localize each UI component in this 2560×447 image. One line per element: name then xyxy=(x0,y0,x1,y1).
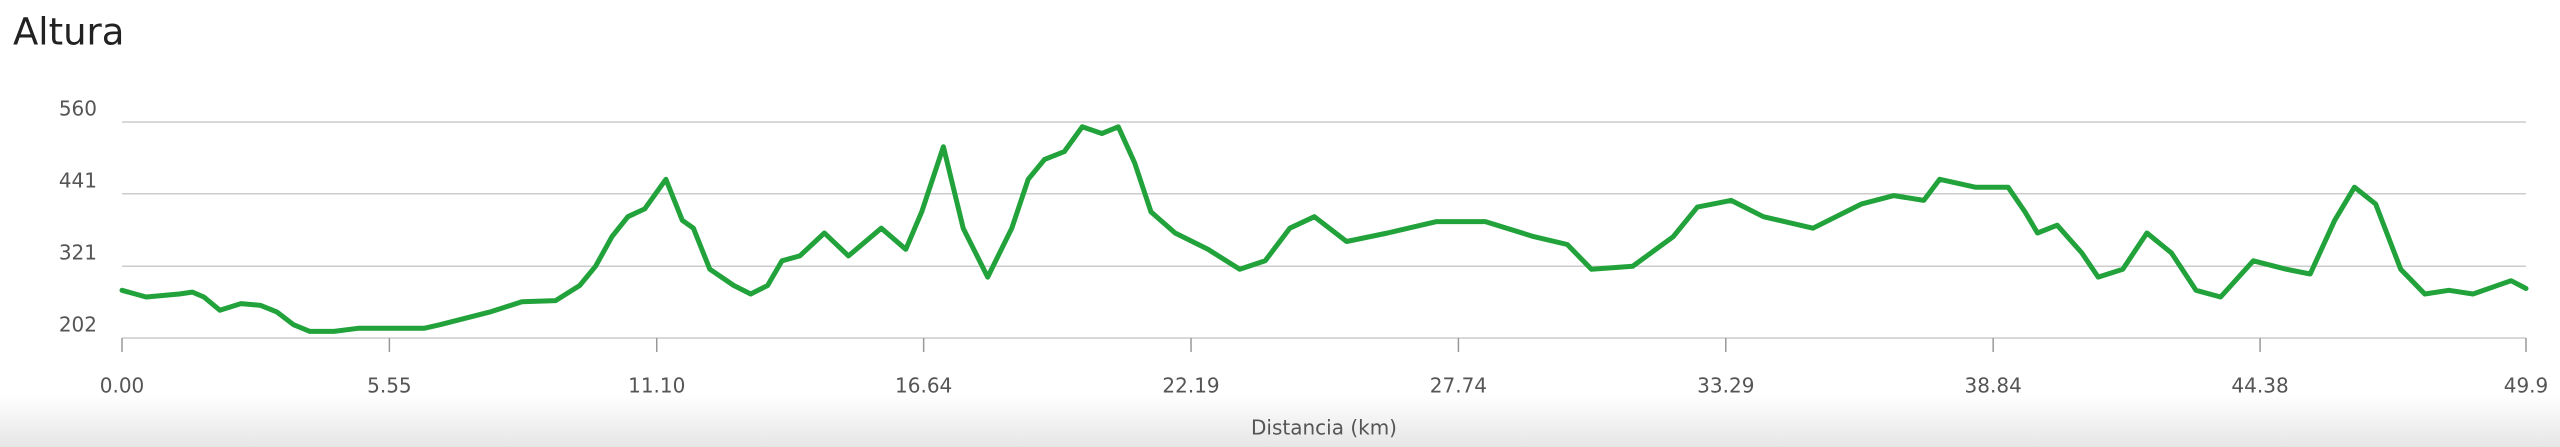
x-tick-label: 5.55 xyxy=(367,374,412,398)
y-tick-label: 202 xyxy=(59,313,97,337)
footer-shade xyxy=(0,395,2560,447)
y-tick-label: 321 xyxy=(59,241,97,265)
chart-title: Altura xyxy=(13,11,124,54)
elevation-line xyxy=(119,124,2529,334)
x-tick-label: 16.64 xyxy=(895,374,952,398)
x-tick-label: 33.29 xyxy=(1697,374,1754,398)
x-axis-label: Distancia (km) xyxy=(1251,416,1397,440)
x-tick-label: 0.00 xyxy=(100,374,145,398)
x-tick-label: 11.10 xyxy=(628,374,685,398)
y-tick-label: 560 xyxy=(59,97,97,121)
y-tick-label: 441 xyxy=(59,168,97,192)
x-tick-label: 44.38 xyxy=(2231,374,2288,398)
x-tick-label: 22.19 xyxy=(1162,374,1219,398)
x-tick-label: 27.74 xyxy=(1430,374,1487,398)
x-tick-label: 49.9 xyxy=(2504,374,2549,398)
x-tick-label: 38.84 xyxy=(1965,374,2022,398)
